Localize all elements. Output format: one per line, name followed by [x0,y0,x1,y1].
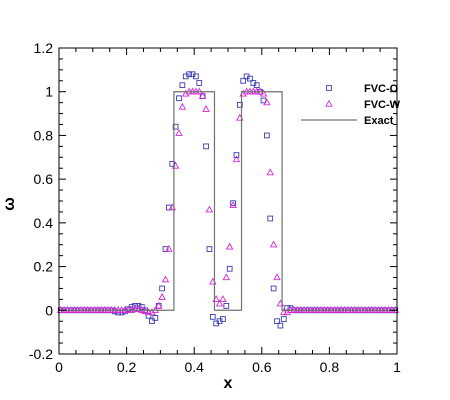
legend: FVC-O FVC-W Exact [301,83,401,127]
data-point-fvc-o [233,152,240,158]
data-point-fvc-w [229,201,237,209]
x-tick-label: 1 [393,359,401,375]
data-point-fvc-o [209,313,216,320]
y-tick-label: 0.4 [34,215,54,231]
data-point-fvc-w [222,273,231,281]
data-point-fvc-w [266,168,275,176]
data-point-fvc-o [196,80,203,86]
data-point-fvc-o [179,82,186,89]
data-point-fvc-o [220,316,226,322]
data-point-fvc-w [215,299,224,307]
y-tick-label: 0.6 [34,171,54,187]
data-point-fvc-o [203,143,209,150]
data-point-fvc-w [263,98,271,106]
data-point-fvc-o [176,95,182,102]
data-point-fvc-o [172,123,179,130]
data-point-fvc-w [219,295,227,303]
y-axis-title: ω [1,197,18,211]
legend-label: FVC-O [364,83,399,95]
data-point-fvc-w [205,205,214,213]
data-point-fvc-w [181,89,190,97]
data-point-fvc-w [178,102,187,110]
data-point-fvc-o [230,200,236,207]
data-point-fvc-o [193,73,199,80]
data-point-fvc-w [273,273,281,281]
x-tick-label: 0.8 [320,359,340,375]
legend-label: Exact [364,115,394,127]
data-point-fvc-o [226,265,233,272]
data-point-fvc-w [259,89,268,97]
data-point-fvc-o [247,75,253,82]
data-point-fvc-o [135,303,142,309]
data-point-fvc-o [236,101,243,108]
y-tick-label: 0.8 [34,127,54,143]
data-point-fvc-w [232,155,241,163]
x-axis-title: x [224,375,233,392]
data-point-fvc-w [161,275,170,283]
x-tick-label: 0.4 [184,359,204,375]
data-point-fvc-w [175,129,183,136]
data-point-fvc-o [274,318,280,325]
data-point-fvc-o [206,246,213,252]
legend-swatch-fvc-o [326,85,332,91]
data-point-fvc-o [132,303,138,309]
data-point-fvc-o [270,285,277,292]
legend-swatch-fvc-w [325,99,333,107]
data-point-fvc-w [134,304,143,312]
data-point-fvc-w [198,91,207,99]
data-point-fvc-w [165,244,173,252]
x-tick-label: 0.2 [117,359,137,375]
data-point-fvc-o [186,71,192,78]
series-line-exact [59,91,397,311]
data-point-fvc-w [158,292,166,300]
data-point-fvc-w [154,301,163,309]
data-point-fvc-o [264,132,270,139]
axes: 0 0.2 0.4 0.6 0.8 1-0.200.20.40.60.811.2 [29,40,401,375]
legend-label: FVC-W [364,99,401,111]
data-point-fvc-o [277,322,284,329]
y-tick-label: 1.2 [34,40,54,56]
data-point-fvc-o [149,318,155,325]
data-point-fvc-o [280,316,287,322]
y-tick-label: 1 [45,84,53,100]
data-point-fvc-o [159,285,165,292]
data-point-fvc-w [269,240,278,248]
data-point-fvc-o [223,303,230,309]
data-point-fvc-o [240,77,247,84]
y-tick-label: 0 [45,302,53,318]
y-tick-label: -0.2 [29,346,53,362]
data-point-fvc-w [148,308,156,316]
data-point-fvc-o [267,215,274,222]
x-tick-label: 0 [55,359,63,375]
data-point-fvc-w [202,104,210,112]
x-tick-label: 0.6 [252,359,272,375]
data-point-fvc-o [152,315,159,321]
data-point-fvc-w [283,308,291,316]
y-tick-label: 0.2 [34,259,54,275]
data-point-fvc-o [145,312,152,319]
data-point-fvc-w [225,242,234,250]
plot-area [56,71,400,329]
